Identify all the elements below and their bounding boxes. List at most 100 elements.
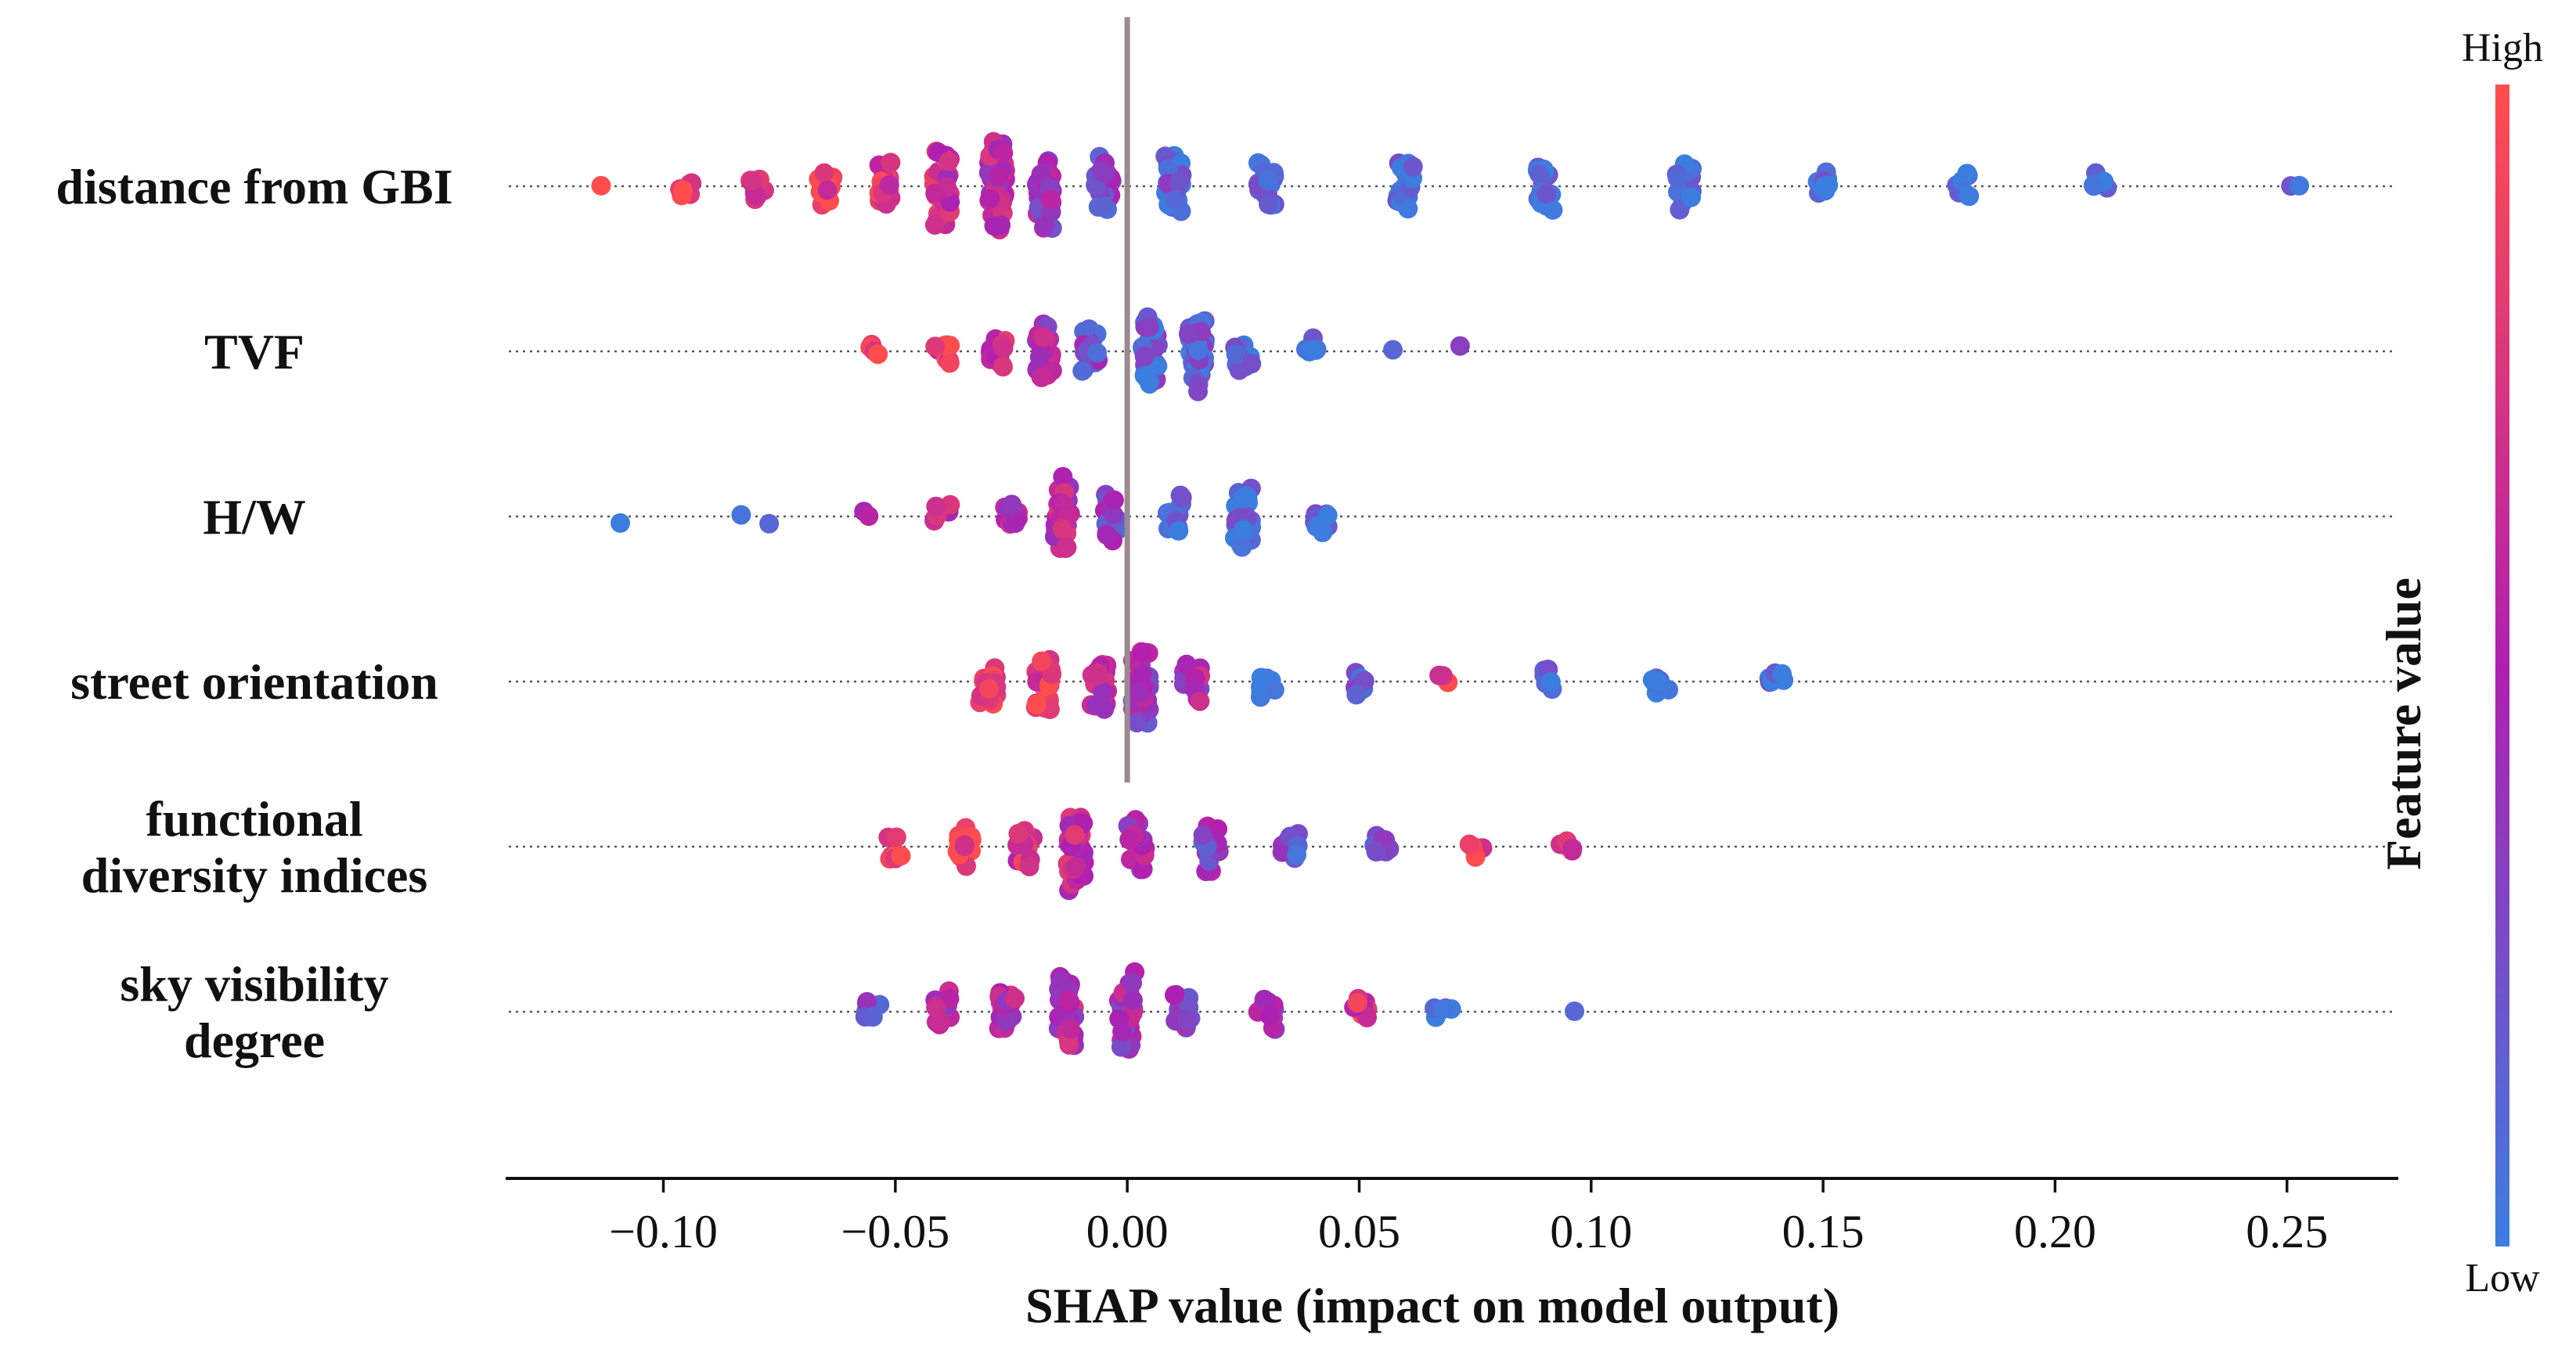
- shap-point: [954, 836, 975, 857]
- shap-point: [939, 353, 960, 373]
- shap-point: [1647, 671, 1667, 691]
- shap-point: [814, 163, 834, 183]
- shap-point: [1032, 367, 1052, 387]
- shap-point: [1053, 466, 1073, 487]
- shap-point: [1094, 196, 1115, 217]
- shap-point: [1383, 340, 1403, 360]
- shap-point: [863, 1007, 883, 1027]
- shap-point: [1188, 381, 1209, 401]
- shap-point: [879, 174, 899, 195]
- feature-label: TVF: [204, 324, 304, 380]
- shap-point: [1034, 216, 1054, 236]
- shap-point: [1029, 347, 1050, 367]
- shap-point: [1019, 856, 1039, 876]
- feature-label: distance from GBI: [56, 159, 452, 214]
- shap-point: [1002, 495, 1022, 515]
- shap-point: [1060, 1019, 1080, 1039]
- shap-point: [1026, 694, 1047, 714]
- x-tick-label: 0.25: [2246, 1206, 2328, 1257]
- shap-point: [1313, 522, 1333, 542]
- shap-point: [1188, 340, 1209, 361]
- shap-point: [1450, 336, 1470, 356]
- shap-point: [1072, 361, 1093, 381]
- shap-point: [1172, 487, 1192, 508]
- feature-label: street orientation: [70, 654, 438, 710]
- shap-point: [1272, 842, 1292, 862]
- x-tick-label: −0.05: [841, 1206, 949, 1257]
- shap-point: [1347, 992, 1367, 1013]
- colorbar-title: Feature value: [2376, 577, 2431, 870]
- shap-point: [1772, 664, 1792, 684]
- shap-point: [984, 216, 1004, 236]
- shap-point: [1264, 680, 1284, 700]
- shap-point: [980, 189, 1000, 209]
- shap-point: [1565, 1001, 1585, 1021]
- shap-point: [886, 827, 906, 847]
- feature-label: diversity indices: [81, 847, 428, 903]
- shap-point: [1065, 825, 1085, 845]
- shap-point: [2290, 175, 2309, 196]
- shap-point: [1681, 187, 1702, 207]
- shap-point: [1087, 343, 1108, 363]
- shap-point: [979, 678, 1000, 699]
- shap-point: [1112, 1021, 1133, 1041]
- shap-point: [1169, 520, 1189, 541]
- row-guide-lines: [509, 185, 2395, 1013]
- shap-point: [1366, 841, 1386, 862]
- shap-point: [1132, 643, 1152, 664]
- x-axis: −0.10 −0.05 0.00 0.05 0.10 0.15 0.20 0.25: [506, 1177, 2398, 1257]
- shap-point: [591, 175, 611, 196]
- shap-point: [1529, 164, 1549, 184]
- x-tick-label: 0.10: [1550, 1206, 1632, 1257]
- shap-point: [1403, 156, 1423, 177]
- shap-point: [1093, 163, 1114, 183]
- shap-point: [817, 180, 838, 200]
- x-tick-label: 0.05: [1318, 1206, 1400, 1257]
- beeswarm-points: [591, 131, 2309, 1059]
- shap-point: [1251, 667, 1271, 688]
- shap-point: [1459, 834, 1479, 854]
- shap-point: [1122, 973, 1143, 993]
- shap-point: [857, 991, 877, 1012]
- x-tick-label: 0.00: [1086, 1206, 1169, 1257]
- shap-point: [1129, 682, 1150, 703]
- shap-point: [1177, 1009, 1198, 1030]
- shap-point: [1119, 829, 1140, 850]
- feature-label: sky visibility: [120, 956, 388, 1012]
- shap-point: [926, 997, 946, 1017]
- shap-point: [1122, 990, 1143, 1010]
- shap-point: [993, 142, 1014, 163]
- colorbar-high-label: High: [2462, 26, 2543, 70]
- shap-point: [1258, 171, 1278, 191]
- shap-point: [993, 338, 1014, 358]
- shap-point: [1139, 317, 1159, 337]
- shap-point: [742, 171, 762, 191]
- shap-point: [1398, 199, 1418, 219]
- shap-point: [1086, 695, 1106, 715]
- shap-point: [1104, 490, 1124, 510]
- shap-point: [1052, 519, 1072, 539]
- shap-point: [881, 153, 901, 173]
- shap-point: [1055, 538, 1075, 559]
- shap-point: [1234, 520, 1254, 540]
- shap-point: [859, 506, 879, 527]
- x-tick-label: 0.20: [2014, 1206, 2096, 1257]
- shap-point: [1241, 354, 1262, 374]
- feature-label: functional: [146, 791, 362, 847]
- x-axis-title: SHAP value (impact on model output): [1025, 1278, 1839, 1333]
- shap-point: [925, 183, 946, 203]
- shap-point: [993, 357, 1013, 377]
- shap-point: [1540, 671, 1561, 692]
- shap-point: [1429, 665, 1450, 685]
- shap-point: [924, 214, 945, 235]
- shap-point: [1158, 159, 1178, 179]
- shap-point: [1346, 685, 1367, 705]
- shap-point: [1957, 164, 1977, 184]
- shap-point: [1959, 186, 1980, 207]
- shap-point: [1086, 666, 1107, 686]
- shap-point: [1193, 825, 1213, 845]
- shap-point: [868, 344, 888, 365]
- shap-point: [996, 1010, 1016, 1031]
- shap-point: [926, 496, 946, 516]
- shap-point: [759, 513, 780, 534]
